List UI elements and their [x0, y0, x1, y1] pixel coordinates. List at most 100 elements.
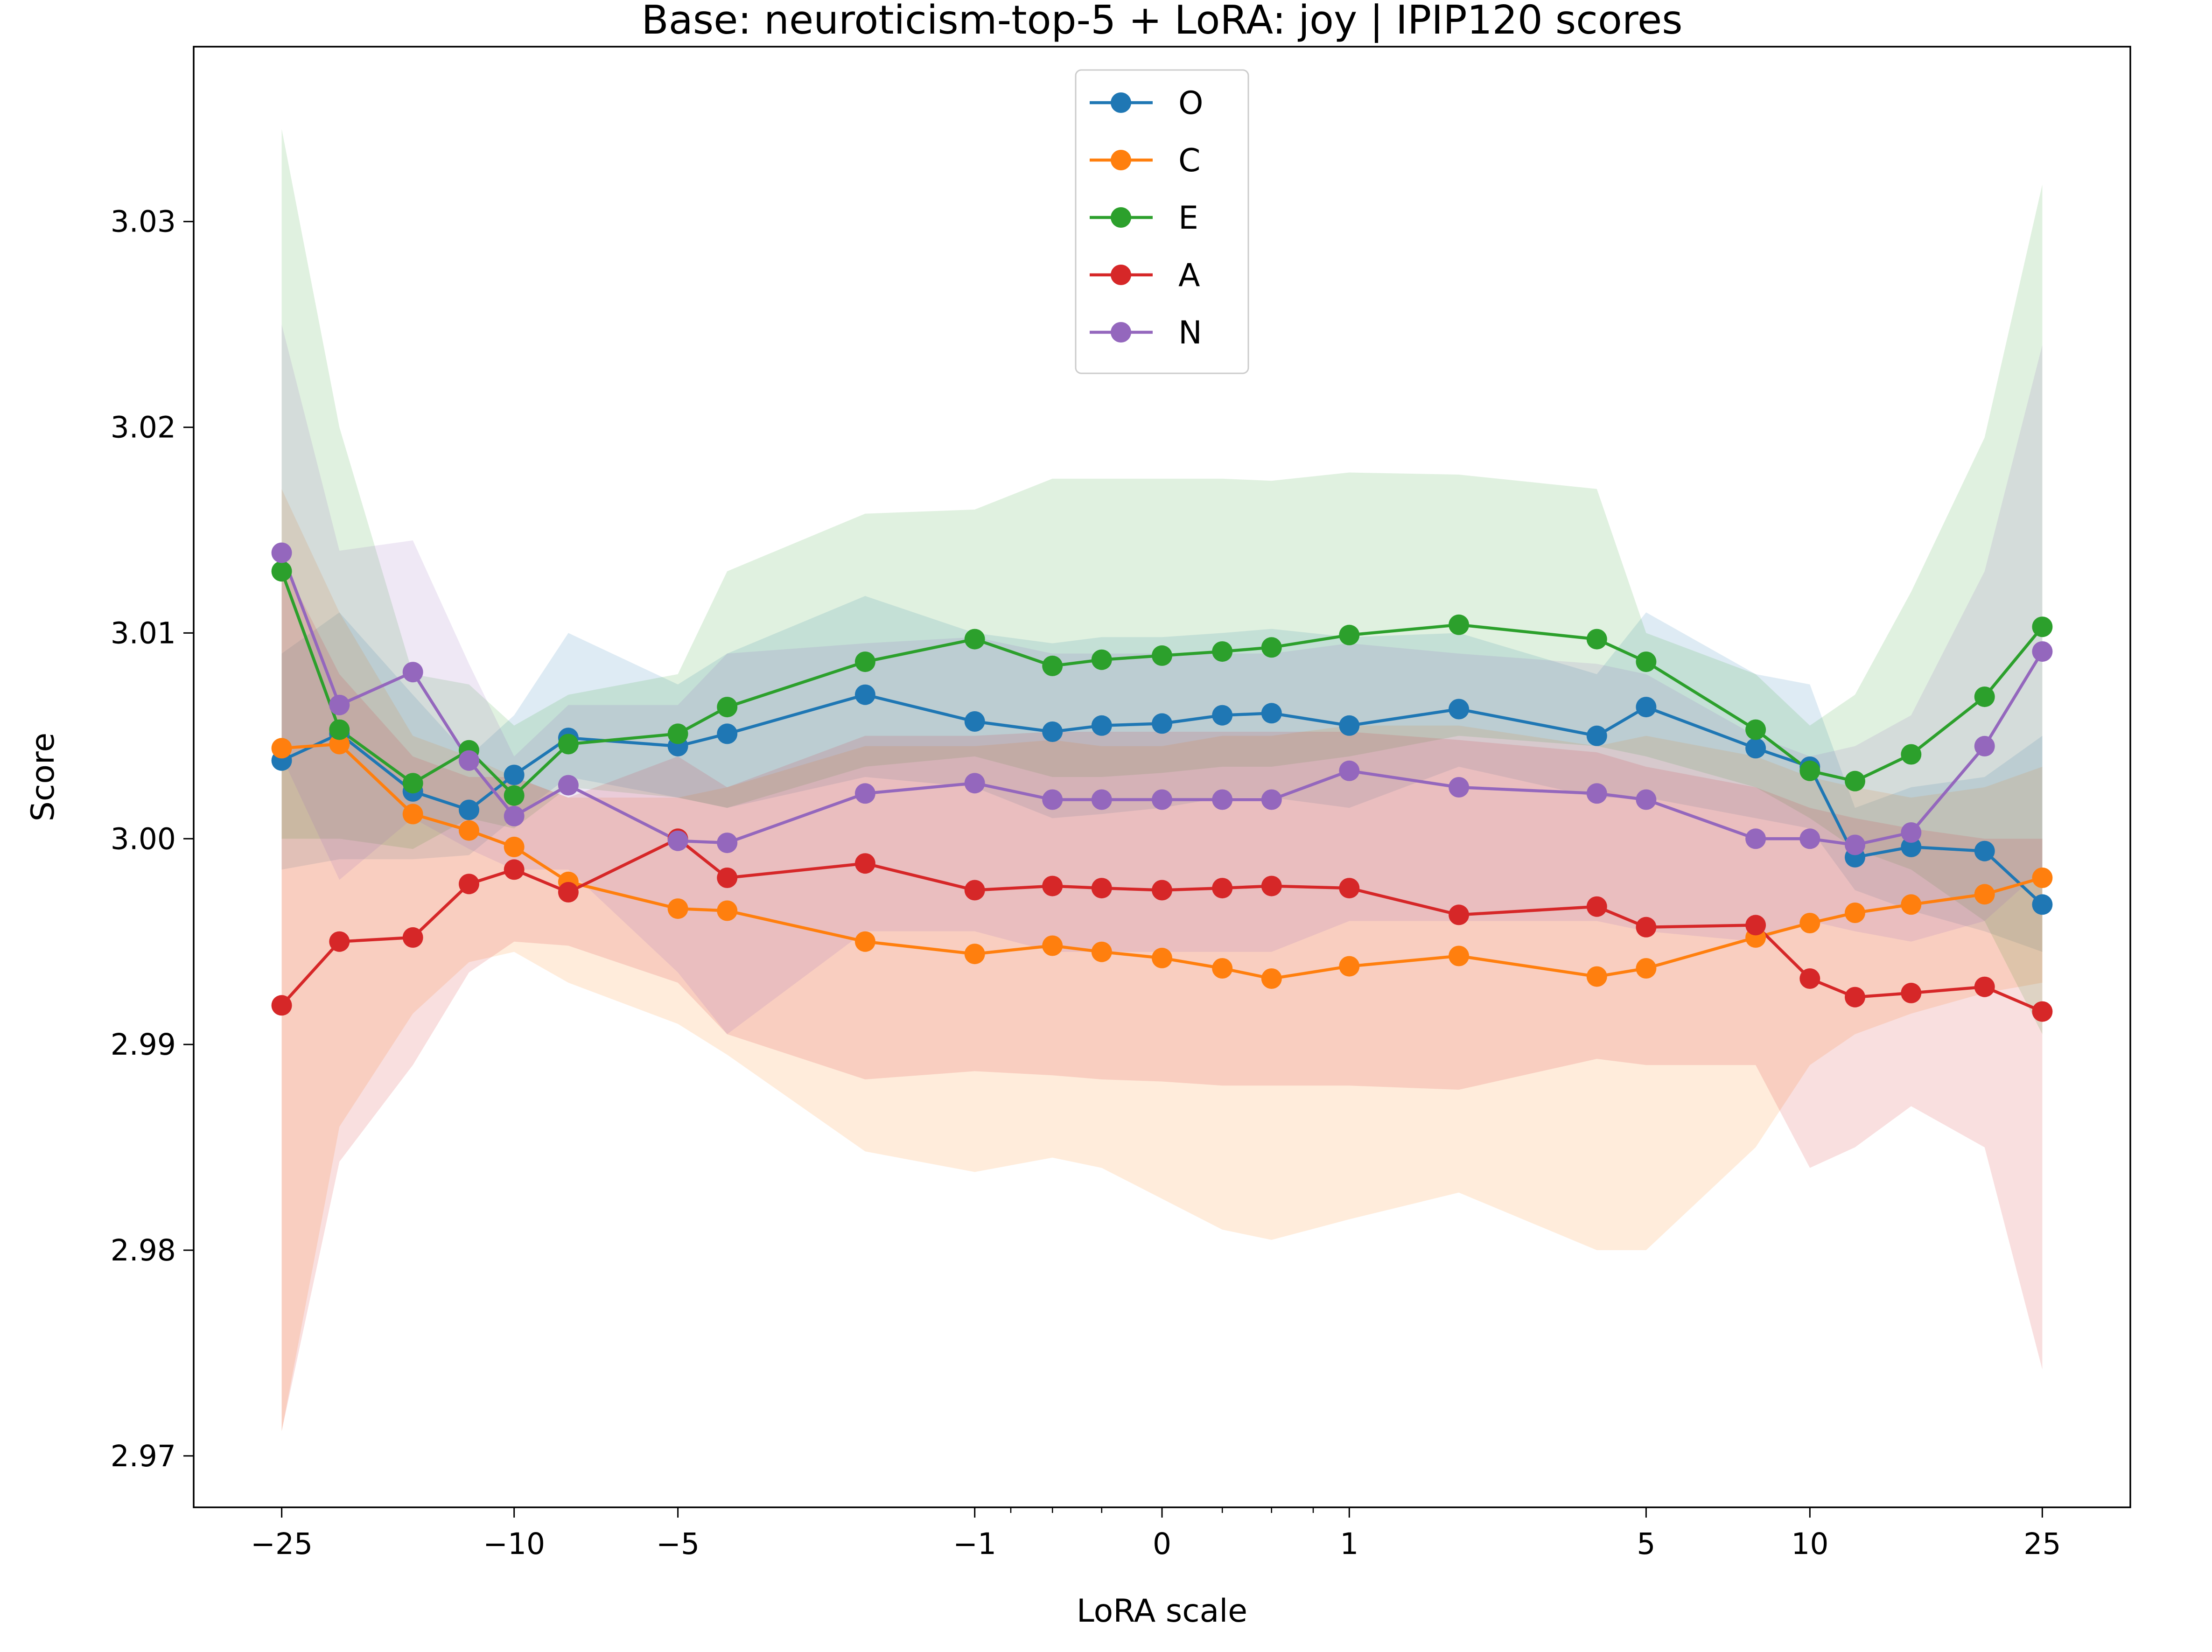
point-O [1901, 836, 1922, 857]
point-A [1212, 878, 1233, 899]
point-A [271, 995, 292, 1016]
x-tick-label: 0 [1153, 1527, 1171, 1561]
point-E [964, 629, 985, 650]
point-E [1845, 770, 1865, 791]
y-tick-label: 2.99 [111, 1028, 176, 1062]
point-C [1091, 941, 1112, 962]
point-E [717, 697, 738, 718]
band-N [281, 324, 2043, 1035]
point-C [1636, 958, 1657, 979]
legend-marker-A [1111, 265, 1131, 285]
point-O [459, 799, 479, 820]
point-A [1091, 878, 1112, 899]
point-A [1152, 880, 1172, 901]
point-N [1636, 789, 1657, 810]
legend-label-C: C [1178, 142, 1200, 179]
y-tick-label: 3.02 [111, 411, 176, 445]
point-N [667, 830, 688, 851]
point-N [1974, 735, 1995, 756]
band-O [281, 596, 2043, 952]
point-C [667, 898, 688, 919]
point-O [964, 711, 985, 732]
point-C [1042, 935, 1063, 956]
point-C [1339, 956, 1360, 977]
point-N [1845, 834, 1865, 855]
point-A [1845, 987, 1865, 1008]
point-N [1901, 822, 1922, 843]
point-O [1261, 703, 1282, 724]
point-O [854, 684, 875, 705]
point-A [854, 853, 875, 874]
point-C [964, 944, 985, 965]
point-A [329, 931, 350, 952]
point-N [329, 694, 350, 715]
y-tick-label: 2.97 [111, 1439, 176, 1473]
point-N [1261, 789, 1282, 810]
x-tick-label: −10 [483, 1527, 545, 1561]
point-N [402, 662, 423, 683]
point-E [1901, 744, 1922, 765]
point-C [854, 931, 875, 952]
point-E [402, 773, 423, 794]
point-A [459, 874, 479, 895]
point-C [402, 804, 423, 825]
point-N [1091, 789, 1112, 810]
band-E [281, 129, 2043, 1035]
legend-label-A: A [1178, 257, 1200, 294]
y-axis-ticks: 2.97 2.98 2.99 3.00 3.01 3.02 3.03 [111, 205, 194, 1473]
point-N [2032, 641, 2053, 662]
point-O [1339, 715, 1360, 736]
point-C [1799, 913, 1820, 933]
point-O [1091, 715, 1112, 736]
point-N [1449, 777, 1470, 798]
point-N [964, 773, 985, 794]
point-C [1212, 958, 1233, 979]
point-E [854, 651, 875, 672]
point-C [1901, 894, 1922, 915]
point-E [1745, 719, 1766, 740]
point-E [667, 723, 688, 744]
point-A [1974, 976, 1995, 997]
point-C [1152, 947, 1172, 968]
point-N [1745, 828, 1766, 849]
x-tick-label: −1 [953, 1527, 996, 1561]
point-A [1586, 896, 1607, 917]
point-O [2032, 894, 2053, 915]
point-E [1091, 649, 1112, 670]
y-tick-label: 3.00 [111, 822, 176, 856]
point-N [459, 750, 479, 771]
point-A [1261, 875, 1282, 896]
point-E [1974, 686, 1995, 707]
y-tick-label: 2.98 [111, 1233, 176, 1267]
point-A [402, 927, 423, 948]
legend-marker-E [1111, 207, 1131, 228]
chart-title: Base: neuroticism-top-5 + LoRA: joy | IP… [641, 0, 1682, 43]
legend-label-N: N [1178, 315, 1202, 351]
point-A [504, 859, 525, 880]
x-tick-label: 5 [1637, 1527, 1655, 1561]
point-C [1845, 903, 1865, 923]
point-O [504, 764, 525, 785]
point-C [1974, 884, 1995, 905]
point-E [504, 785, 525, 806]
point-N [1339, 760, 1360, 781]
point-C [504, 836, 525, 857]
x-axis-ticks: −25 −10 −5 −1 0 1 5 10 25 [251, 1507, 2061, 1561]
point-C [2032, 868, 2053, 888]
x-axis-label: LoRA scale [1077, 1593, 1247, 1630]
y-tick-label: 3.01 [111, 616, 176, 650]
point-A [717, 868, 738, 888]
point-O [1042, 721, 1063, 742]
point-N [1586, 783, 1607, 804]
point-E [329, 719, 350, 740]
point-C [717, 900, 738, 921]
point-N [504, 805, 525, 826]
point-N [1152, 789, 1172, 810]
point-A [1636, 917, 1657, 938]
point-E [1586, 629, 1607, 650]
legend-label-E: E [1178, 200, 1198, 237]
y-tick-label: 3.03 [111, 205, 176, 239]
point-E [1636, 651, 1657, 672]
band-A [281, 561, 2043, 1431]
point-E [1799, 760, 1820, 781]
